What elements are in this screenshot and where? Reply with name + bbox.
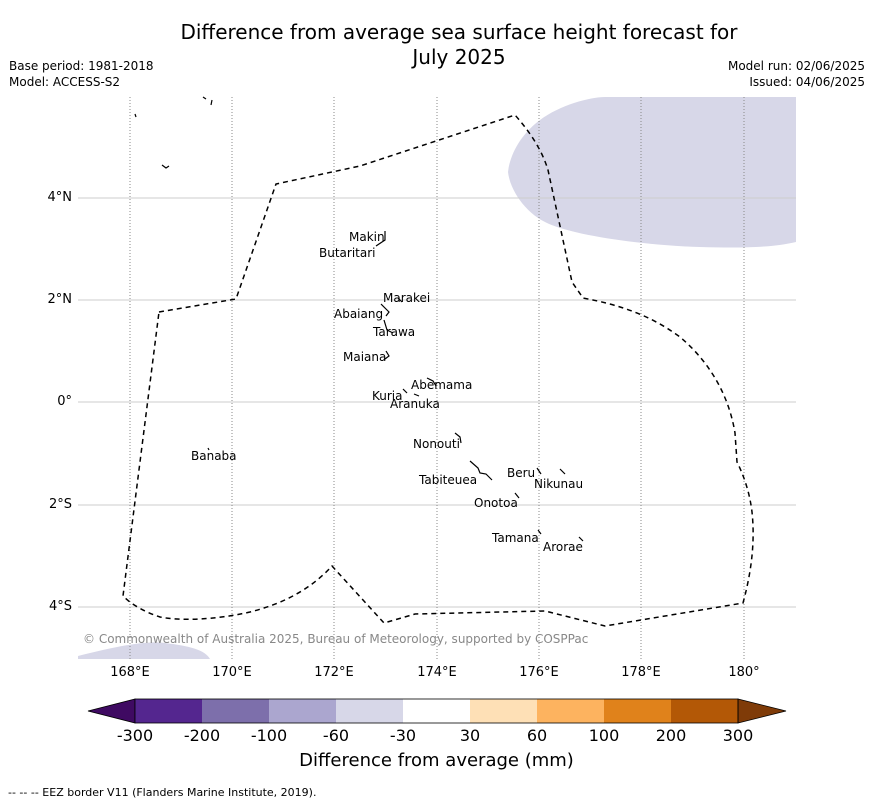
colorbar-extend-high <box>737 698 787 724</box>
issued-text: Issued: 04/06/2025 <box>749 75 865 89</box>
lon-gridlines <box>129 97 745 659</box>
lat-label-2s: 2°S <box>48 497 72 512</box>
lon-label-178e: 178°E <box>621 665 661 680</box>
island-shapes <box>207 231 584 542</box>
lon-label-174e: 174°E <box>417 665 457 680</box>
anomaly-region-southwest <box>78 642 210 659</box>
island-label-arorae: Arorae <box>543 540 583 554</box>
small-islands-north <box>134 96 213 169</box>
island-label-aranuka: Aranuka <box>390 397 440 411</box>
colorbar-tick-0: -300 <box>116 726 154 745</box>
island-label-abaiang: Abaiang <box>334 307 384 321</box>
colorbar-swatch-5 <box>403 699 470 723</box>
lat-label-0: 0° <box>57 394 72 409</box>
lat-label-2n: 2°N <box>47 292 73 307</box>
colorbar-tick-2: -100 <box>250 726 288 745</box>
colorbar-swatch-4 <box>336 699 403 723</box>
colorbar-tick-1: -200 <box>183 726 221 745</box>
copyright-text: © Commonwealth of Australia 2025, Bureau… <box>83 632 589 646</box>
lon-label-180: 180° <box>728 665 760 680</box>
island-label-beru: Beru <box>507 466 536 480</box>
lon-label-176e: 176°E <box>519 665 559 680</box>
colorbar-tick-5: 30 <box>459 726 481 745</box>
island-label-onotoa: Onotoa <box>474 496 518 510</box>
colorbar-tick-8: 200 <box>655 726 687 745</box>
island-label-kuria: Kuria <box>372 389 403 403</box>
colorbar-swatch-2 <box>202 699 269 723</box>
map-title: Difference from average sea surface heig… <box>0 20 873 70</box>
title-line-1: Difference from average sea surface heig… <box>180 20 738 44</box>
model-text: Model: ACCESS-S2 <box>9 75 121 89</box>
colorbar-tick-3: -60 <box>322 726 350 745</box>
colorbar-extend-low <box>87 698 136 724</box>
base-period-text: Base period: 1981-2018 <box>9 59 154 73</box>
colorbar-swatch-3 <box>269 699 336 723</box>
eez-footnote: -- -- -- EEZ border V11 (Flanders Marine… <box>8 786 317 799</box>
colorbar-frame <box>134 698 739 724</box>
island-label-tarawa: Tarawa <box>373 325 416 339</box>
island-label-tamana: Tamana <box>492 531 539 545</box>
lat-label-4n: 4°N <box>47 190 73 205</box>
colorbar-swatch-9 <box>671 699 738 723</box>
colorbar-tick-4: -30 <box>389 726 417 745</box>
colorbar-tick-6: 60 <box>526 726 548 745</box>
lat-label-4s: 4°S <box>48 599 72 614</box>
colorbar-swatch-8 <box>604 699 671 723</box>
island-label-banaba: Banaba <box>191 449 237 463</box>
eez-border <box>122 114 754 627</box>
meta-left: Base period: 1981-2018 Model: ACCESS-S2 <box>9 58 154 90</box>
lon-label-170e: 170°E <box>212 665 252 680</box>
meta-right: Model run: 02/06/2025 Issued: 04/06/2025 <box>728 58 865 90</box>
island-label-abemama: Abemama <box>411 378 473 392</box>
colorbar-swatch-7 <box>537 699 604 723</box>
lon-label-172e: 172°E <box>314 665 354 680</box>
colorbar-tick-7: 100 <box>588 726 620 745</box>
island-label-nonouti: Nonouti <box>413 437 460 451</box>
anomaly-region-northeast <box>508 97 796 248</box>
island-label-maiana: Maiana <box>343 350 387 364</box>
colorbar-tick-9: 300 <box>722 726 754 745</box>
title-line-2: July 2025 <box>412 45 506 69</box>
model-run-text: Model run: 02/06/2025 <box>727 59 865 73</box>
colorbar-swatch-1 <box>135 699 202 723</box>
island-label-butaritari: Butaritari <box>319 246 376 260</box>
island-label-nikunau: Nikunau <box>534 477 584 491</box>
colorbar-label: Difference from average (mm) <box>299 750 574 771</box>
lon-label-168e: 168°E <box>110 665 150 680</box>
island-label-makin: Makin <box>349 230 385 244</box>
island-label-marakei: Marakei <box>383 291 431 305</box>
island-label-tabiteuea: Tabiteuea <box>419 473 478 487</box>
colorbar-swatch-6 <box>470 699 537 723</box>
